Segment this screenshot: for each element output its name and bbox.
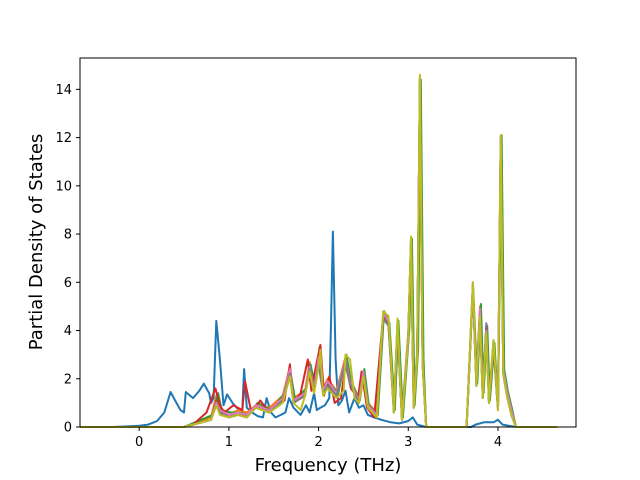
y-tick-label: 0	[64, 421, 72, 436]
y-tick-label: 2	[64, 372, 72, 387]
y-tick-label: 12	[55, 131, 72, 146]
series-layer	[79, 73, 558, 428]
x-tick-label: 1	[225, 435, 233, 450]
x-tick-label: 2	[314, 435, 322, 450]
x-axis-ticks: 0 1 2 3 4	[135, 427, 502, 450]
y-tick-label: 14	[55, 83, 72, 98]
y-tick-label: 8	[64, 228, 72, 243]
x-tick-label: 0	[135, 435, 143, 450]
x-tick-label: 4	[494, 435, 502, 450]
series-line-9	[79, 73, 558, 428]
x-tick-label: 3	[404, 435, 412, 450]
x-axis-label: Frequency (THz)	[255, 455, 402, 476]
y-axis-ticks: 0 2 4 6 8 10 12 14	[55, 83, 80, 436]
series-line-1	[79, 230, 558, 428]
y-tick-label: 4	[64, 324, 72, 339]
y-tick-label: 10	[55, 179, 72, 194]
y-axis-label: Partial Density of States	[26, 134, 47, 351]
plot-frame	[79, 57, 577, 428]
y-tick-label: 6	[64, 276, 72, 291]
